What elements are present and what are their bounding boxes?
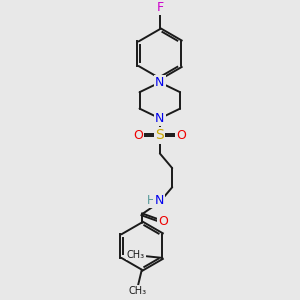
Text: O: O [176, 129, 186, 142]
Text: CH₃: CH₃ [129, 286, 147, 296]
Text: N: N [154, 194, 164, 207]
Text: N: N [155, 112, 164, 125]
Text: S: S [155, 128, 164, 142]
Text: N: N [155, 76, 164, 89]
Text: O: O [158, 215, 168, 228]
Text: CH₃: CH₃ [127, 250, 145, 260]
Text: F: F [156, 2, 164, 14]
Text: H: H [147, 194, 156, 207]
Text: O: O [133, 129, 143, 142]
